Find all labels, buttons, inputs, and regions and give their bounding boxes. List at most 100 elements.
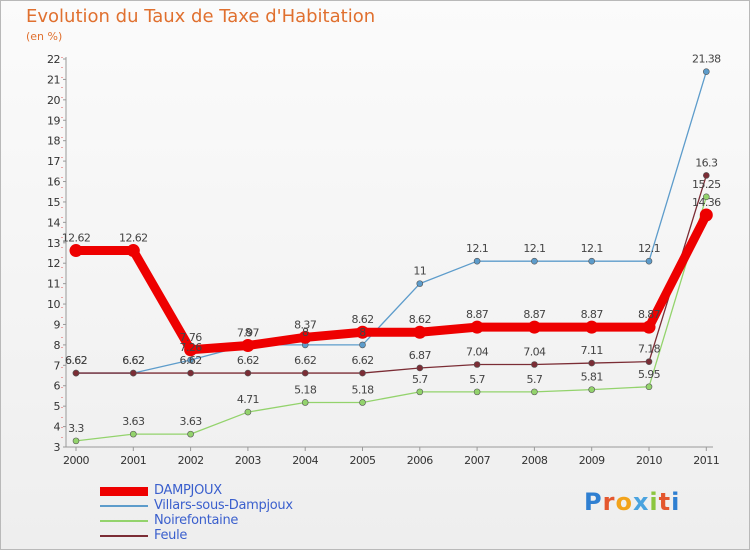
data-label: 8.62 — [409, 313, 431, 326]
y-tick-label: 10 — [47, 298, 60, 311]
data-label: 5.18 — [351, 383, 374, 396]
proxiti-logo: Proxiti — [584, 488, 680, 516]
y-tick-label: 17 — [47, 155, 60, 168]
legend-label: Villars-sous-Dampjoux — [154, 498, 293, 513]
data-label: 5.18 — [294, 383, 317, 396]
data-label: 6.62 — [122, 354, 144, 367]
data-point — [244, 408, 252, 416]
data-label: 11 — [413, 265, 426, 278]
data-point — [588, 257, 596, 265]
data-point — [126, 244, 140, 258]
data-point — [645, 358, 653, 365]
logo-letter: i — [671, 488, 681, 516]
data-point — [416, 280, 424, 287]
data-label: 12.1 — [523, 242, 545, 255]
data-label: 8.37 — [294, 318, 317, 331]
x-tick-label: 2011 — [693, 454, 719, 467]
data-point — [473, 388, 481, 396]
logo-letter: x — [632, 488, 650, 516]
data-point — [527, 320, 541, 334]
y-tick-label: 11 — [47, 278, 60, 291]
data-label: 8.87 — [638, 308, 661, 321]
series-line-noirefontaine — [75, 196, 707, 442]
data-point — [130, 430, 137, 438]
x-tick-label: 2003 — [235, 454, 261, 467]
data-label: 7.11 — [581, 344, 603, 357]
x-tick-label: 2009 — [579, 454, 605, 467]
x-tick-label: 2008 — [521, 454, 547, 467]
data-label: 6.62 — [122, 354, 144, 367]
data-point — [72, 437, 80, 445]
data-point — [356, 325, 369, 339]
data-label: 4.71 — [237, 393, 259, 406]
data-label: 12.1 — [466, 242, 488, 255]
series-line-feule — [75, 174, 707, 374]
data-label: 8.87 — [523, 308, 546, 321]
data-point — [298, 330, 312, 344]
y-tick-label: 8 — [54, 339, 61, 352]
data-label: 6.62 — [65, 354, 87, 367]
data-label: 8.87 — [466, 308, 489, 321]
data-point — [531, 388, 538, 396]
data-label: 7.04 — [523, 345, 546, 358]
y-tick-label: 18 — [47, 135, 60, 148]
data-point — [359, 399, 366, 406]
data-label: 5.81 — [581, 371, 603, 384]
y-tick-label: 21 — [47, 73, 60, 86]
data-label: 12.62 — [119, 232, 148, 245]
data-point — [645, 257, 653, 265]
series-line-dampjoux — [71, 210, 711, 355]
x-tick-label: 2000 — [63, 454, 89, 467]
data-label: 8 — [359, 326, 366, 339]
y-tick-label: 7 — [54, 359, 61, 372]
data-point — [473, 257, 481, 265]
data-label: 7.18 — [638, 343, 661, 356]
chart-title: Evolution du Taux de Taxe d'Habitation — [26, 6, 376, 27]
series-feule — [72, 172, 710, 377]
data-point — [702, 68, 710, 75]
y-tick-label: 3 — [54, 441, 61, 454]
data-label: 7.26 — [180, 341, 203, 354]
data-point — [69, 244, 83, 258]
data-point — [187, 356, 194, 364]
data-point — [588, 386, 596, 393]
data-point — [187, 369, 194, 377]
data-label: 5.7 — [412, 373, 428, 386]
data-point — [241, 339, 255, 353]
legend-label: Feule — [154, 528, 188, 543]
data-label: 6.62 — [237, 354, 259, 367]
data-point — [72, 369, 80, 377]
data-label: 12.1 — [581, 242, 603, 255]
data-point — [413, 325, 427, 339]
data-point — [184, 343, 198, 357]
data-point — [473, 361, 481, 368]
data-label: 15.25 — [692, 178, 721, 191]
x-tick-label: 2007 — [464, 454, 490, 467]
y-tick-label: 4 — [54, 421, 61, 434]
data-label: 6.62 — [65, 354, 87, 367]
y-tick-label: 5 — [54, 400, 61, 413]
x-tick-label: 2005 — [350, 454, 376, 467]
legend-swatch — [100, 535, 148, 537]
y-tick-label: 22 — [47, 53, 60, 66]
data-point — [130, 369, 137, 377]
logo-letter: P — [584, 488, 603, 516]
y-tick-label: 13 — [47, 237, 60, 250]
logo-letter: r — [602, 488, 616, 516]
data-point — [702, 193, 710, 201]
data-point — [416, 364, 424, 372]
y-tick-label: 16 — [47, 176, 60, 189]
series-line-villars-sous-dampjoux — [75, 71, 707, 374]
data-label: 3.63 — [122, 415, 145, 428]
data-label: 6.87 — [409, 349, 432, 362]
data-point — [645, 383, 653, 391]
data-point — [699, 208, 713, 222]
x-tick-label: 2004 — [292, 454, 318, 467]
data-point — [187, 430, 194, 438]
legend-swatch — [100, 520, 148, 522]
data-point — [531, 361, 538, 368]
data-point — [470, 320, 484, 334]
